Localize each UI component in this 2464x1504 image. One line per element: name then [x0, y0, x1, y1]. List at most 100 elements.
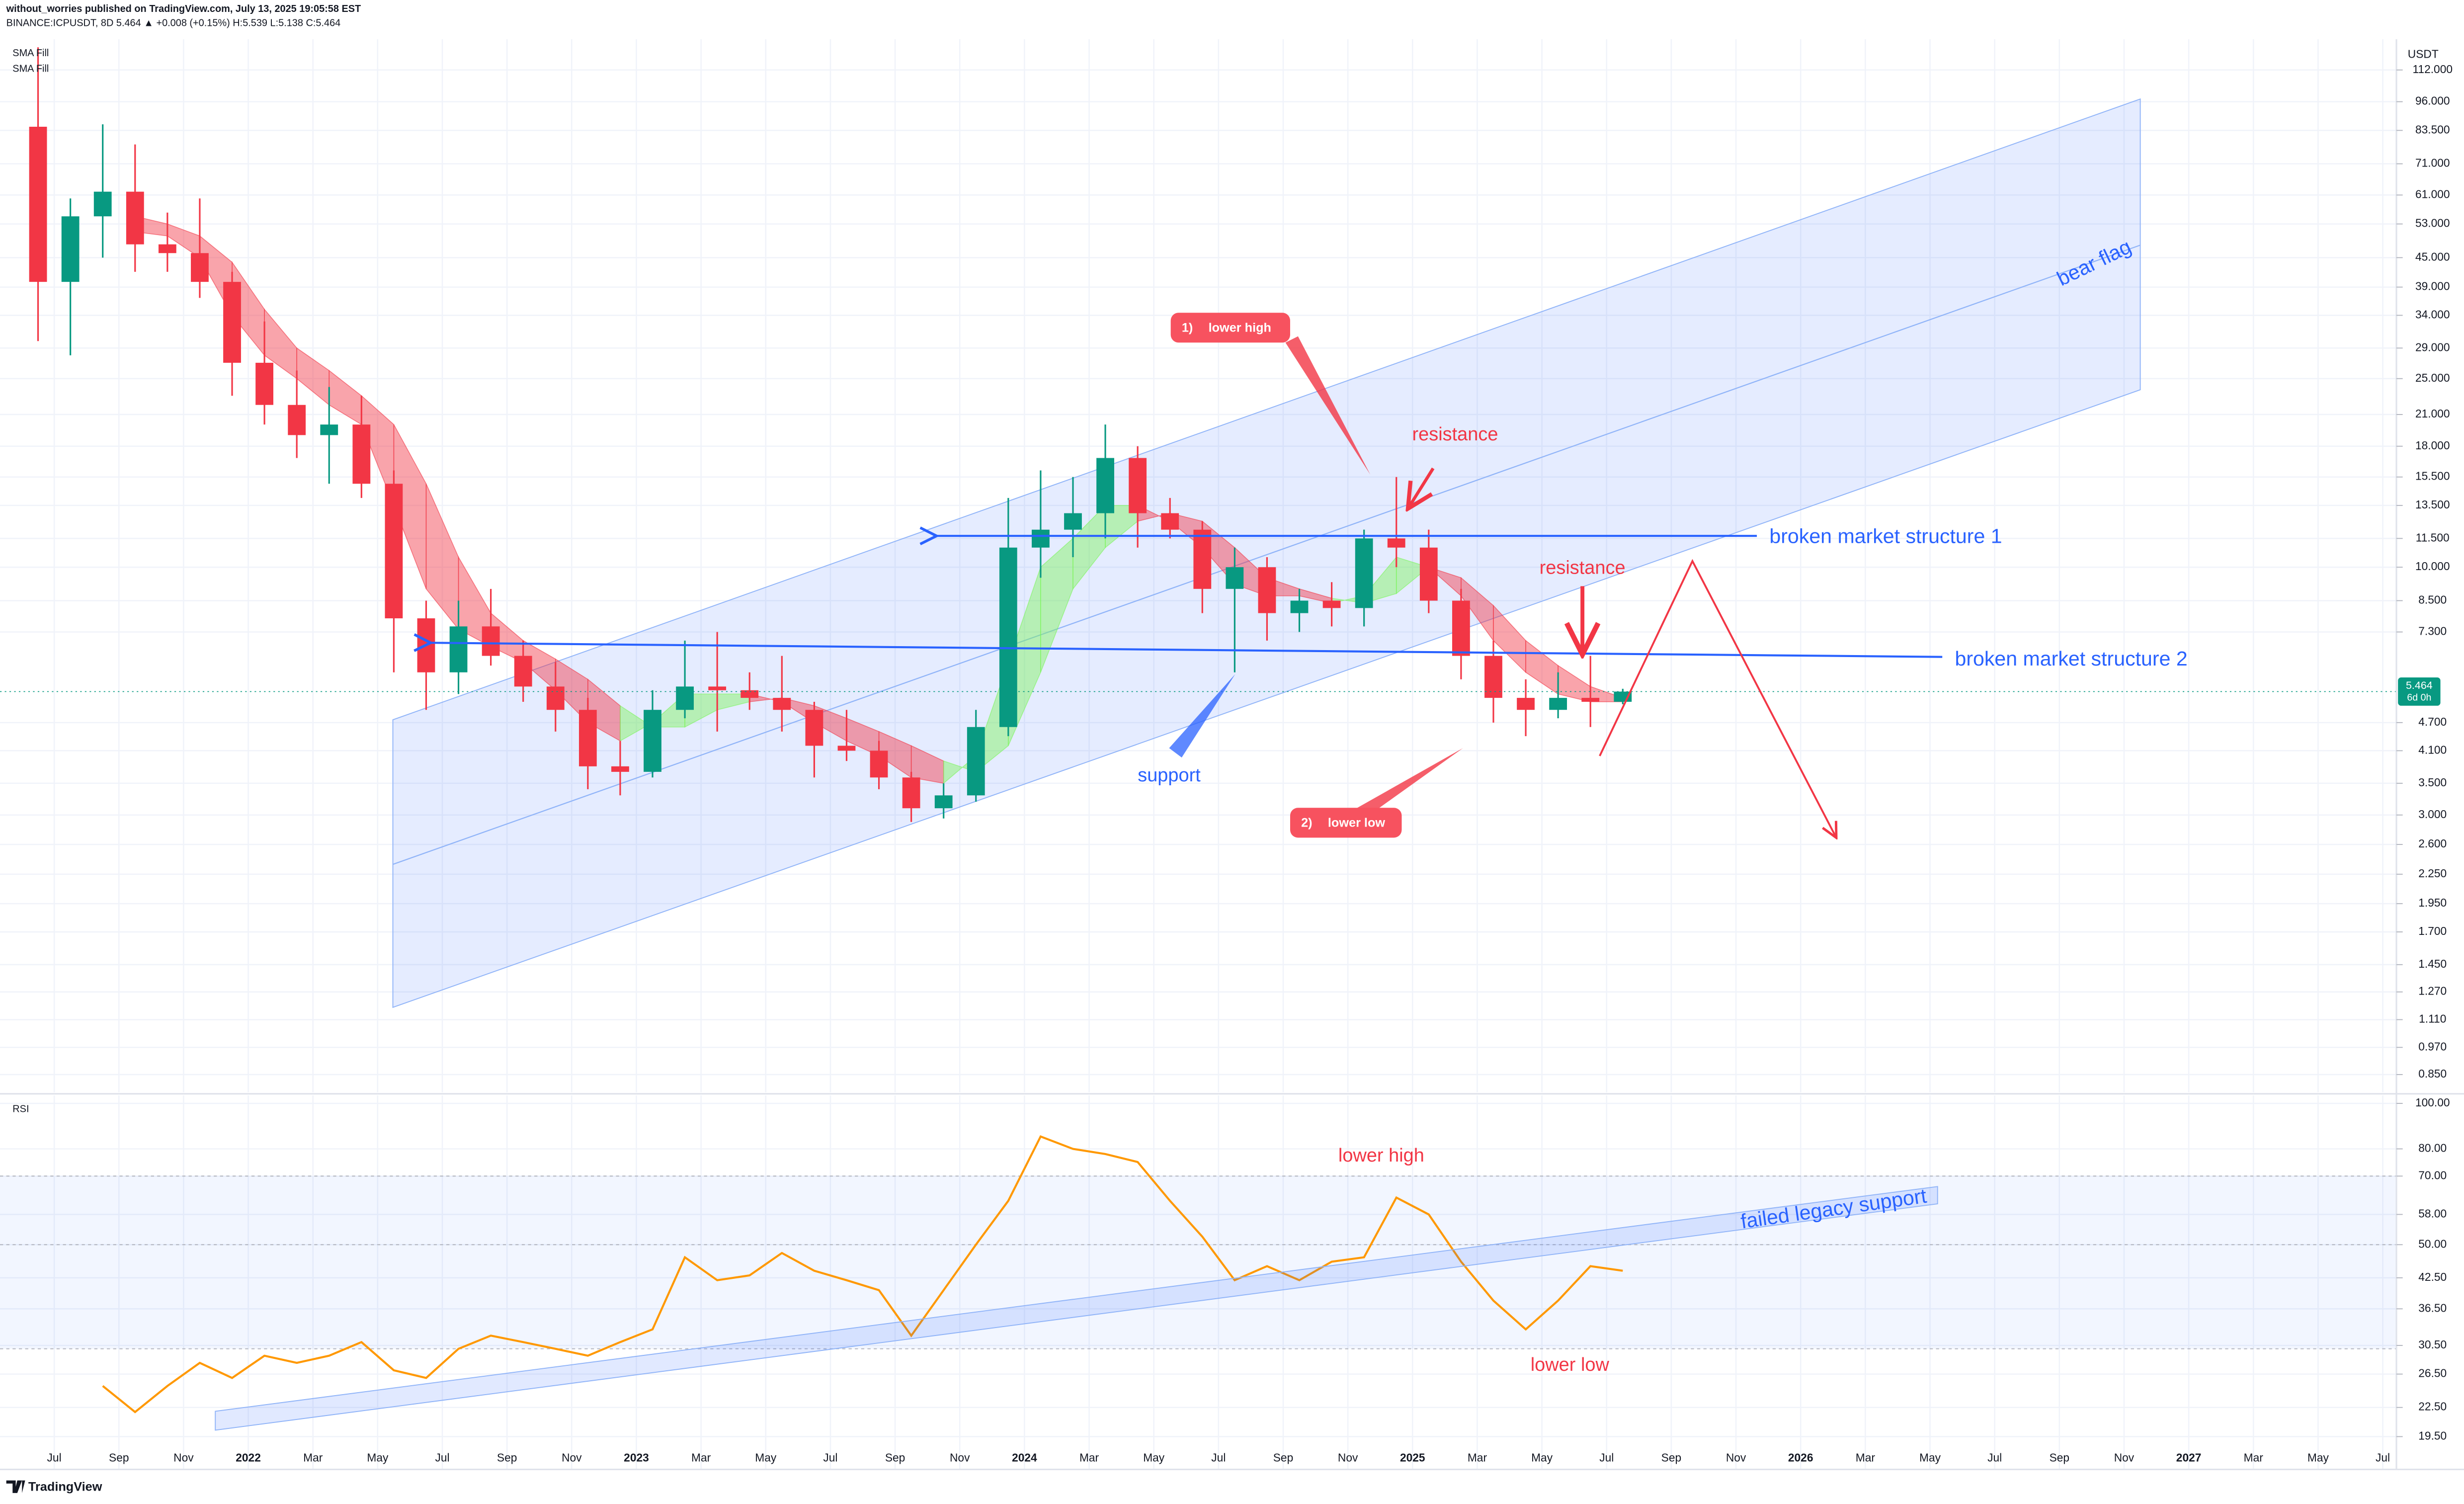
candle-body	[158, 244, 176, 253]
rsi-band	[0, 1176, 2397, 1349]
x-tick-label: 2026	[1788, 1451, 1813, 1464]
y-tick-label: 0.850	[2418, 1067, 2447, 1080]
candle-body	[191, 253, 209, 282]
symbol-line: BINANCE:ICPUSDT, 8D 5.464 ▲ +0.008 (+0.1…	[6, 18, 341, 29]
rsi-label: RSI	[12, 1104, 29, 1115]
y-tick-label: 1.450	[2418, 957, 2447, 970]
footer: TradingView	[6, 1480, 102, 1494]
candle-body	[223, 282, 241, 363]
candle-body	[352, 424, 371, 484]
candle-body	[740, 690, 759, 698]
annotation: broken market structure 1	[1769, 524, 2002, 547]
candle-body	[1549, 698, 1567, 710]
y-tick-label: 4.100	[2418, 743, 2447, 756]
indicator-label: SMA Fill	[12, 48, 49, 59]
resistance-arrow-1	[1409, 467, 1435, 506]
rsi-line	[102, 1135, 1623, 1414]
label-pill	[1170, 313, 1290, 343]
price-unit: USDT	[2408, 48, 2439, 61]
y-tick-label: 22.50	[2418, 1400, 2447, 1413]
x-tick-label: Jul	[1987, 1451, 2002, 1464]
x-tick-label: Mar	[2244, 1451, 2264, 1464]
annotation: lower low	[1328, 816, 1386, 830]
projection-path	[1599, 559, 1835, 836]
y-tick-label: 53.000	[2415, 217, 2450, 230]
y-tick-label: 29.000	[2415, 340, 2450, 353]
price-tag-box	[2398, 677, 2441, 706]
y-tick-label: 25.000	[2415, 371, 2450, 384]
annotation: support	[1138, 765, 1201, 786]
y-tick-label: 7.300	[2418, 625, 2447, 638]
x-tick-label: May	[2307, 1451, 2329, 1464]
x-tick-label: May	[1919, 1451, 1941, 1464]
x-tick-label: Sep	[497, 1451, 517, 1464]
price-tag-countdown: 6d 0h	[2407, 692, 2431, 703]
candle-body	[644, 710, 661, 772]
candle-body	[708, 686, 727, 690]
lower-low-pointer	[1354, 748, 1463, 819]
y-tick-label: 112.000	[2412, 63, 2453, 76]
x-tick-label: May	[1531, 1451, 1553, 1464]
x-tick-label: Jul	[47, 1451, 62, 1464]
x-tick-label: Jul	[2376, 1451, 2390, 1464]
candle-body	[1032, 529, 1050, 548]
candle-body	[417, 618, 435, 672]
candle-body	[1581, 698, 1600, 702]
y-tick-label: 13.500	[2415, 498, 2450, 511]
candle-body	[967, 727, 985, 796]
annotation: broken market structure 2	[1955, 647, 2188, 670]
candle-body	[93, 191, 112, 217]
x-tick-label: Nov	[950, 1451, 970, 1464]
x-tick-label: 2024	[1012, 1451, 1037, 1464]
y-tick-label: 10.000	[2415, 560, 2450, 573]
channel-midline	[393, 245, 2140, 865]
y-tick-label: 1.110	[2419, 1012, 2446, 1025]
y-tick-label: 0.970	[2418, 1040, 2447, 1053]
y-tick-label: 11.500	[2416, 531, 2450, 544]
annotation: 1)	[1182, 321, 1193, 335]
candle-body	[1452, 600, 1470, 656]
y-tick-label: 19.50	[2418, 1429, 2447, 1442]
x-tick-label: Mar	[691, 1451, 711, 1464]
annotation: resistance	[1540, 558, 1626, 579]
y-tick-label: 70.00	[2418, 1169, 2447, 1181]
y-tick-label: 3.500	[2418, 776, 2447, 789]
brand: TradingView	[28, 1480, 102, 1494]
annotation: lower high	[1338, 1145, 1424, 1166]
candle-body	[482, 626, 500, 656]
candle-body	[1419, 547, 1438, 601]
x-tick-label: Mar	[1079, 1451, 1099, 1464]
candle-body	[934, 795, 953, 809]
y-tick-label: 96.000	[2415, 94, 2450, 107]
x-tick-label: 2023	[624, 1451, 649, 1464]
candle-body	[1355, 538, 1373, 608]
candle-body	[1226, 567, 1244, 589]
x-tick-label: Mar	[1468, 1451, 1487, 1464]
x-tick-label: Sep	[1661, 1451, 1681, 1464]
y-tick-label: 71.000	[2415, 157, 2450, 169]
price-tag-value: 5.464	[2406, 679, 2433, 691]
y-tick-label: 3.000	[2418, 808, 2447, 821]
candle-body	[288, 405, 306, 435]
candle-body	[385, 484, 403, 619]
y-tick-label: 4.700	[2418, 715, 2447, 728]
candle-body	[1387, 538, 1405, 548]
candle-body	[255, 362, 274, 405]
x-tick-label: Sep	[1273, 1451, 1293, 1464]
y-tick-label: 21.000	[2415, 407, 2450, 420]
y-tick-label: 61.000	[2415, 187, 2450, 200]
x-tick-label: Sep	[109, 1451, 129, 1464]
x-tick-label: Jul	[1599, 1451, 1614, 1464]
x-tick-label: May	[755, 1451, 777, 1464]
x-tick-label: 2022	[236, 1451, 261, 1464]
y-tick-label: 83.500	[2415, 123, 2450, 136]
annotation: lower low	[1531, 1354, 1610, 1375]
candle-body	[1517, 698, 1535, 710]
bear-flag-channel	[392, 98, 2141, 1008]
candle-body	[1290, 600, 1309, 613]
lower-high-pointer	[1285, 336, 1371, 475]
candle-body	[1258, 567, 1276, 613]
y-tick-label: 39.000	[2415, 280, 2450, 293]
